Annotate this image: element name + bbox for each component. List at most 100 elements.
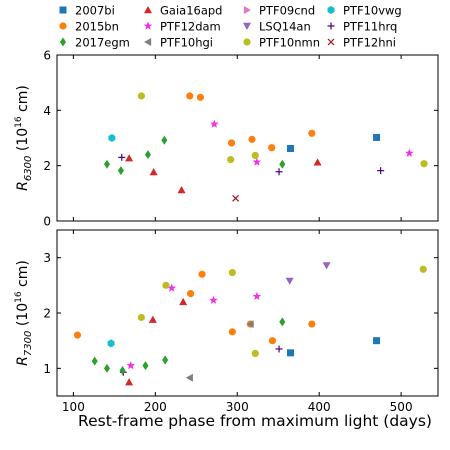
legend-marker xyxy=(243,6,251,14)
data-point xyxy=(287,349,295,357)
data-point xyxy=(405,148,414,157)
data-point xyxy=(137,92,145,100)
data-point xyxy=(246,320,254,329)
data-point xyxy=(227,155,235,164)
data-point xyxy=(186,92,194,100)
legend-item: PTF09cnd xyxy=(243,4,315,18)
legend-item: PTF10nmn xyxy=(243,36,320,50)
legend-label: PTF09cnd xyxy=(259,4,315,18)
legend-marker xyxy=(327,38,335,46)
data-point xyxy=(279,317,286,327)
legend-label: 2015bn xyxy=(75,20,119,34)
data-point xyxy=(125,378,134,386)
data-point xyxy=(103,159,110,169)
data-point xyxy=(107,339,115,348)
data-point xyxy=(144,150,151,160)
data-point xyxy=(373,133,381,141)
legend: 2007bi Gaia16apd PTF09cnd PTF10vwg 2015bn PTF… xyxy=(59,4,402,50)
legend-item: PTF10hgi xyxy=(144,36,213,50)
y-tick-label: 1 xyxy=(43,362,51,376)
data-point xyxy=(162,281,170,289)
data-point xyxy=(167,283,176,292)
legend-label: LSQ14an xyxy=(259,20,311,34)
data-point xyxy=(373,337,381,345)
legend-label: 2017egm xyxy=(75,36,130,50)
legend-label: 2007bi xyxy=(75,4,115,18)
plot-frame xyxy=(56,229,439,397)
data-point xyxy=(148,315,157,323)
data-point xyxy=(161,135,168,145)
data-point xyxy=(73,331,82,339)
legend-label: PTF10nmn xyxy=(259,36,320,50)
data-point xyxy=(137,313,145,322)
data-point xyxy=(377,167,385,175)
data-point xyxy=(308,320,316,328)
x-tick-label: 100 xyxy=(62,400,85,414)
legend-label: PTF11hrq xyxy=(343,20,397,34)
x-tick-label: 400 xyxy=(308,400,331,414)
data-point xyxy=(251,349,259,357)
y-tick-label: 4 xyxy=(43,104,51,118)
data-point xyxy=(103,363,110,373)
x-tick-label: 500 xyxy=(390,400,413,414)
legend-item: PTF10vwg xyxy=(327,4,402,18)
legend-marker xyxy=(144,38,152,46)
legend-marker xyxy=(327,22,335,30)
y-tick-label: 0 xyxy=(43,215,51,229)
data-point xyxy=(227,139,236,147)
x-tick-label: 200 xyxy=(144,400,167,414)
data-point xyxy=(268,144,276,152)
legend-label: PTF10hgi xyxy=(160,36,213,50)
legend-item: 2007bi xyxy=(59,4,115,18)
data-point xyxy=(125,154,134,162)
data-point xyxy=(177,186,186,194)
y-tick-label: 6 xyxy=(43,49,51,63)
data-point xyxy=(117,166,124,176)
data-point xyxy=(232,194,240,202)
y-axis-label: R7300 (1016 cm) xyxy=(14,260,34,366)
data-point xyxy=(279,159,286,169)
panel-top: 0 2 4 6 R6300 (1016 cm) xyxy=(14,49,439,229)
data-point xyxy=(322,262,331,270)
legend-marker xyxy=(144,6,152,14)
data-point xyxy=(268,337,277,345)
data-point xyxy=(419,265,427,273)
data-point xyxy=(287,145,295,153)
legend-item: 2017egm xyxy=(60,36,130,50)
legend-marker xyxy=(60,37,66,47)
legend-marker xyxy=(59,6,67,14)
data-point xyxy=(420,160,428,168)
x-axis-label: Rest-frame phase from maximum light (day… xyxy=(78,412,432,430)
legend-item: 2015bn xyxy=(59,20,119,34)
data-point xyxy=(308,129,316,137)
legend-item: PTF11hrq xyxy=(327,20,397,34)
data-point xyxy=(285,277,294,285)
plot-frame xyxy=(56,54,439,222)
legend-marker xyxy=(243,22,251,30)
legend-label: PTF12dam xyxy=(160,20,221,34)
data-point xyxy=(149,168,158,176)
legend-marker xyxy=(59,22,67,30)
y-tick-label: 3 xyxy=(43,251,51,265)
data-point xyxy=(186,290,195,298)
y-tick-label: 2 xyxy=(43,159,51,173)
data-point xyxy=(126,361,136,370)
data-point xyxy=(313,158,322,166)
data-point xyxy=(185,373,193,382)
data-point xyxy=(228,328,236,336)
x-tick-label: 300 xyxy=(226,400,249,414)
data-point xyxy=(108,134,116,142)
data-point xyxy=(162,355,169,365)
legend-item: Gaia16apd xyxy=(144,4,222,18)
data-point xyxy=(179,297,188,306)
y-tick-label: 2 xyxy=(43,307,51,321)
data-point xyxy=(275,345,283,353)
data-point xyxy=(252,157,262,166)
data-point xyxy=(228,269,236,277)
data-point xyxy=(252,291,262,301)
legend-item: LSQ14an xyxy=(243,20,311,34)
legend-marker xyxy=(243,38,251,46)
data-point xyxy=(198,270,206,278)
data-point xyxy=(91,356,98,366)
